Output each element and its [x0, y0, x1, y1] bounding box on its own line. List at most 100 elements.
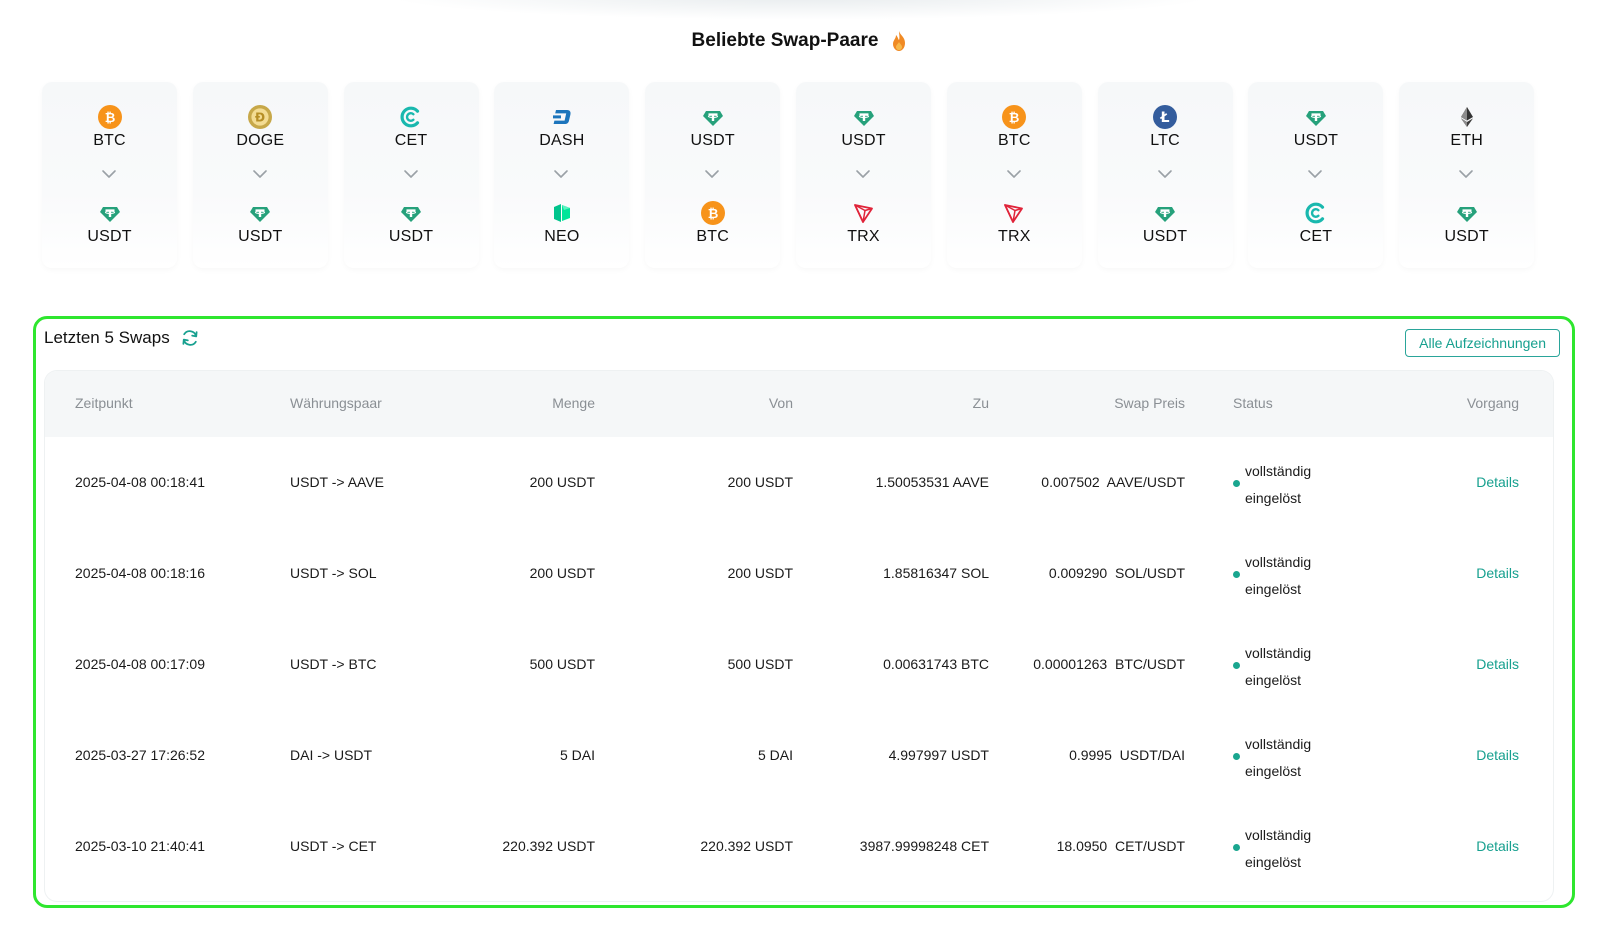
pair-from-label: ETH	[1450, 132, 1483, 149]
pair-from-coin: DASH	[494, 105, 629, 150]
status-dot-icon	[1233, 480, 1240, 487]
details-link[interactable]: Details	[1476, 474, 1519, 490]
swap-pair-card[interactable]: Ð DOGE USDT	[192, 82, 328, 268]
all-records-button[interactable]: Alle Aufzeichnungen	[1405, 329, 1560, 357]
pair-from-label: BTC	[997, 132, 1031, 149]
tether-icon	[399, 201, 423, 225]
table-header: Zeitpunkt Währungspaar Menge Von Zu Swap…	[45, 371, 1553, 437]
svg-text:₿: ₿	[1009, 111, 1020, 126]
status-line-2: eingelöst	[1245, 672, 1302, 688]
chevron-down-icon	[1459, 170, 1473, 178]
pair-to-label: CET	[1299, 228, 1333, 245]
table-row: 2025-04-08 00:18:16 USDT -> SOL 200 USDT 20…	[45, 528, 1553, 621]
pair-from-coin: USDT	[645, 105, 780, 150]
cell-price: 0.00001263 BTC/USDT	[1033, 656, 1185, 672]
swap-pair-card[interactable]: USDT ₿ BTC	[645, 82, 781, 268]
pair-from-coin: CET	[344, 105, 479, 150]
swap-pair-card[interactable]: ETH USDT	[1399, 82, 1535, 268]
cell-time: 2025-04-08 00:18:41	[75, 474, 205, 490]
top-glow	[380, 0, 1220, 20]
swap-pair-card[interactable]: USDT CET	[1248, 82, 1384, 268]
cell-to: 0.00631743 BTC	[883, 656, 989, 672]
pair-to-coin: USDT	[193, 201, 328, 246]
cell-amount: 500 USDT	[529, 656, 595, 672]
pair-to-coin: TRX	[947, 201, 1082, 246]
pair-to-label: NEO	[544, 228, 580, 245]
cell-pair: DAI -> USDT	[290, 747, 373, 763]
status-dot-icon	[1233, 753, 1240, 760]
swap-pair-card[interactable]: ₿ BTC USDT	[42, 82, 177, 268]
col-status-header: Status	[1233, 395, 1273, 411]
refresh-icon[interactable]	[180, 328, 200, 348]
pair-to-label: USDT	[1444, 228, 1489, 245]
tether-icon	[1455, 201, 1479, 225]
cell-amount: 220.392 USDT	[502, 838, 595, 854]
swap-pair-card[interactable]: DASH NEO	[494, 82, 630, 268]
coinex-icon	[399, 105, 423, 129]
status-line-1: vollständig	[1245, 463, 1312, 479]
pair-from-label: DASH	[539, 132, 585, 149]
pair-to-coin: USDT	[1098, 201, 1233, 246]
status-line-1: vollständig	[1245, 554, 1312, 570]
cell-status: vollständig eingelöst	[1245, 549, 1355, 603]
cell-amount: 5 DAI	[559, 747, 595, 763]
cell-amount: 200 USDT	[529, 565, 595, 581]
details-link[interactable]: Details	[1476, 747, 1519, 763]
tether-icon	[1153, 201, 1177, 225]
status-dot-icon	[1233, 844, 1240, 851]
col-price-header: Swap Preis	[1114, 395, 1185, 411]
dash-icon	[550, 105, 574, 129]
pair-to-label: TRX	[997, 228, 1031, 245]
tron-icon	[1002, 201, 1026, 225]
status-line-2: eingelöst	[1245, 854, 1302, 870]
neo-icon	[550, 201, 574, 225]
cell-from: 200 USDT	[727, 474, 793, 490]
cell-to: 3987.99998248 CET	[859, 838, 989, 854]
chevron-down-icon	[1308, 170, 1323, 178]
cell-from: 5 DAI	[757, 747, 793, 763]
swap-pair-card[interactable]: USDT TRX	[796, 82, 931, 268]
swap-pair-card[interactable]: CET USDT	[343, 82, 479, 268]
cell-from: 500 USDT	[727, 656, 793, 672]
chevron-down-icon	[1006, 170, 1021, 178]
cell-price: 0.009290 SOL/USDT	[1048, 565, 1185, 581]
status-line-1: vollständig	[1245, 736, 1312, 752]
chevron-down-icon	[554, 170, 569, 178]
cell-time: 2025-03-10 21:40:41	[75, 838, 205, 854]
col-to-header: Zu	[972, 395, 989, 411]
col-time-header: Zeitpunkt	[75, 395, 133, 411]
swap-pair-card[interactable]: ₿ BTC TRX	[946, 82, 1082, 268]
tether-icon	[1304, 105, 1328, 129]
details-link[interactable]: Details	[1476, 656, 1519, 672]
cell-to: 1.50053531 AAVE	[875, 474, 989, 490]
chevron-down-icon	[102, 170, 116, 178]
popular-pairs-heading: Beliebte Swap-Paare	[0, 30, 1600, 52]
pair-to-label: USDT	[87, 228, 132, 245]
pair-from-coin: USDT	[1248, 105, 1383, 150]
pair-to-label: TRX	[847, 228, 880, 245]
tether-icon	[852, 105, 876, 129]
bitcoin-icon: ₿	[700, 201, 725, 225]
table-row: 2025-04-08 00:17:09 USDT -> BTC 500 USDT 50…	[45, 619, 1553, 712]
swaps-table: Zeitpunkt Währungspaar Menge Von Zu Swap…	[45, 371, 1553, 901]
chevron-down-icon	[252, 170, 267, 178]
col-action-header: Vorgang	[1466, 395, 1519, 411]
tether-icon	[98, 201, 122, 225]
pair-from-label: BTC	[93, 132, 126, 149]
pair-from-label: USDT	[841, 132, 886, 149]
bitcoin-icon: ₿	[1002, 105, 1027, 129]
litecoin-icon: Ł	[1153, 105, 1178, 129]
chevron-down-icon	[856, 170, 870, 178]
status-line-1: vollständig	[1245, 827, 1312, 843]
swap-pair-card[interactable]: Ł LTC USDT	[1097, 82, 1233, 268]
dogecoin-icon: Ð	[248, 105, 273, 129]
cell-pair: USDT -> BTC	[290, 656, 377, 672]
coinex-icon	[1304, 201, 1328, 225]
details-link[interactable]: Details	[1476, 565, 1519, 581]
svg-text:₿: ₿	[104, 111, 115, 126]
cell-from: 220.392 USDT	[700, 838, 793, 854]
chevron-down-icon	[705, 170, 719, 178]
pair-from-label: DOGE	[236, 132, 285, 149]
details-link[interactable]: Details	[1476, 838, 1519, 854]
recent-swaps-title: Letzten 5 Swaps	[44, 328, 170, 347]
